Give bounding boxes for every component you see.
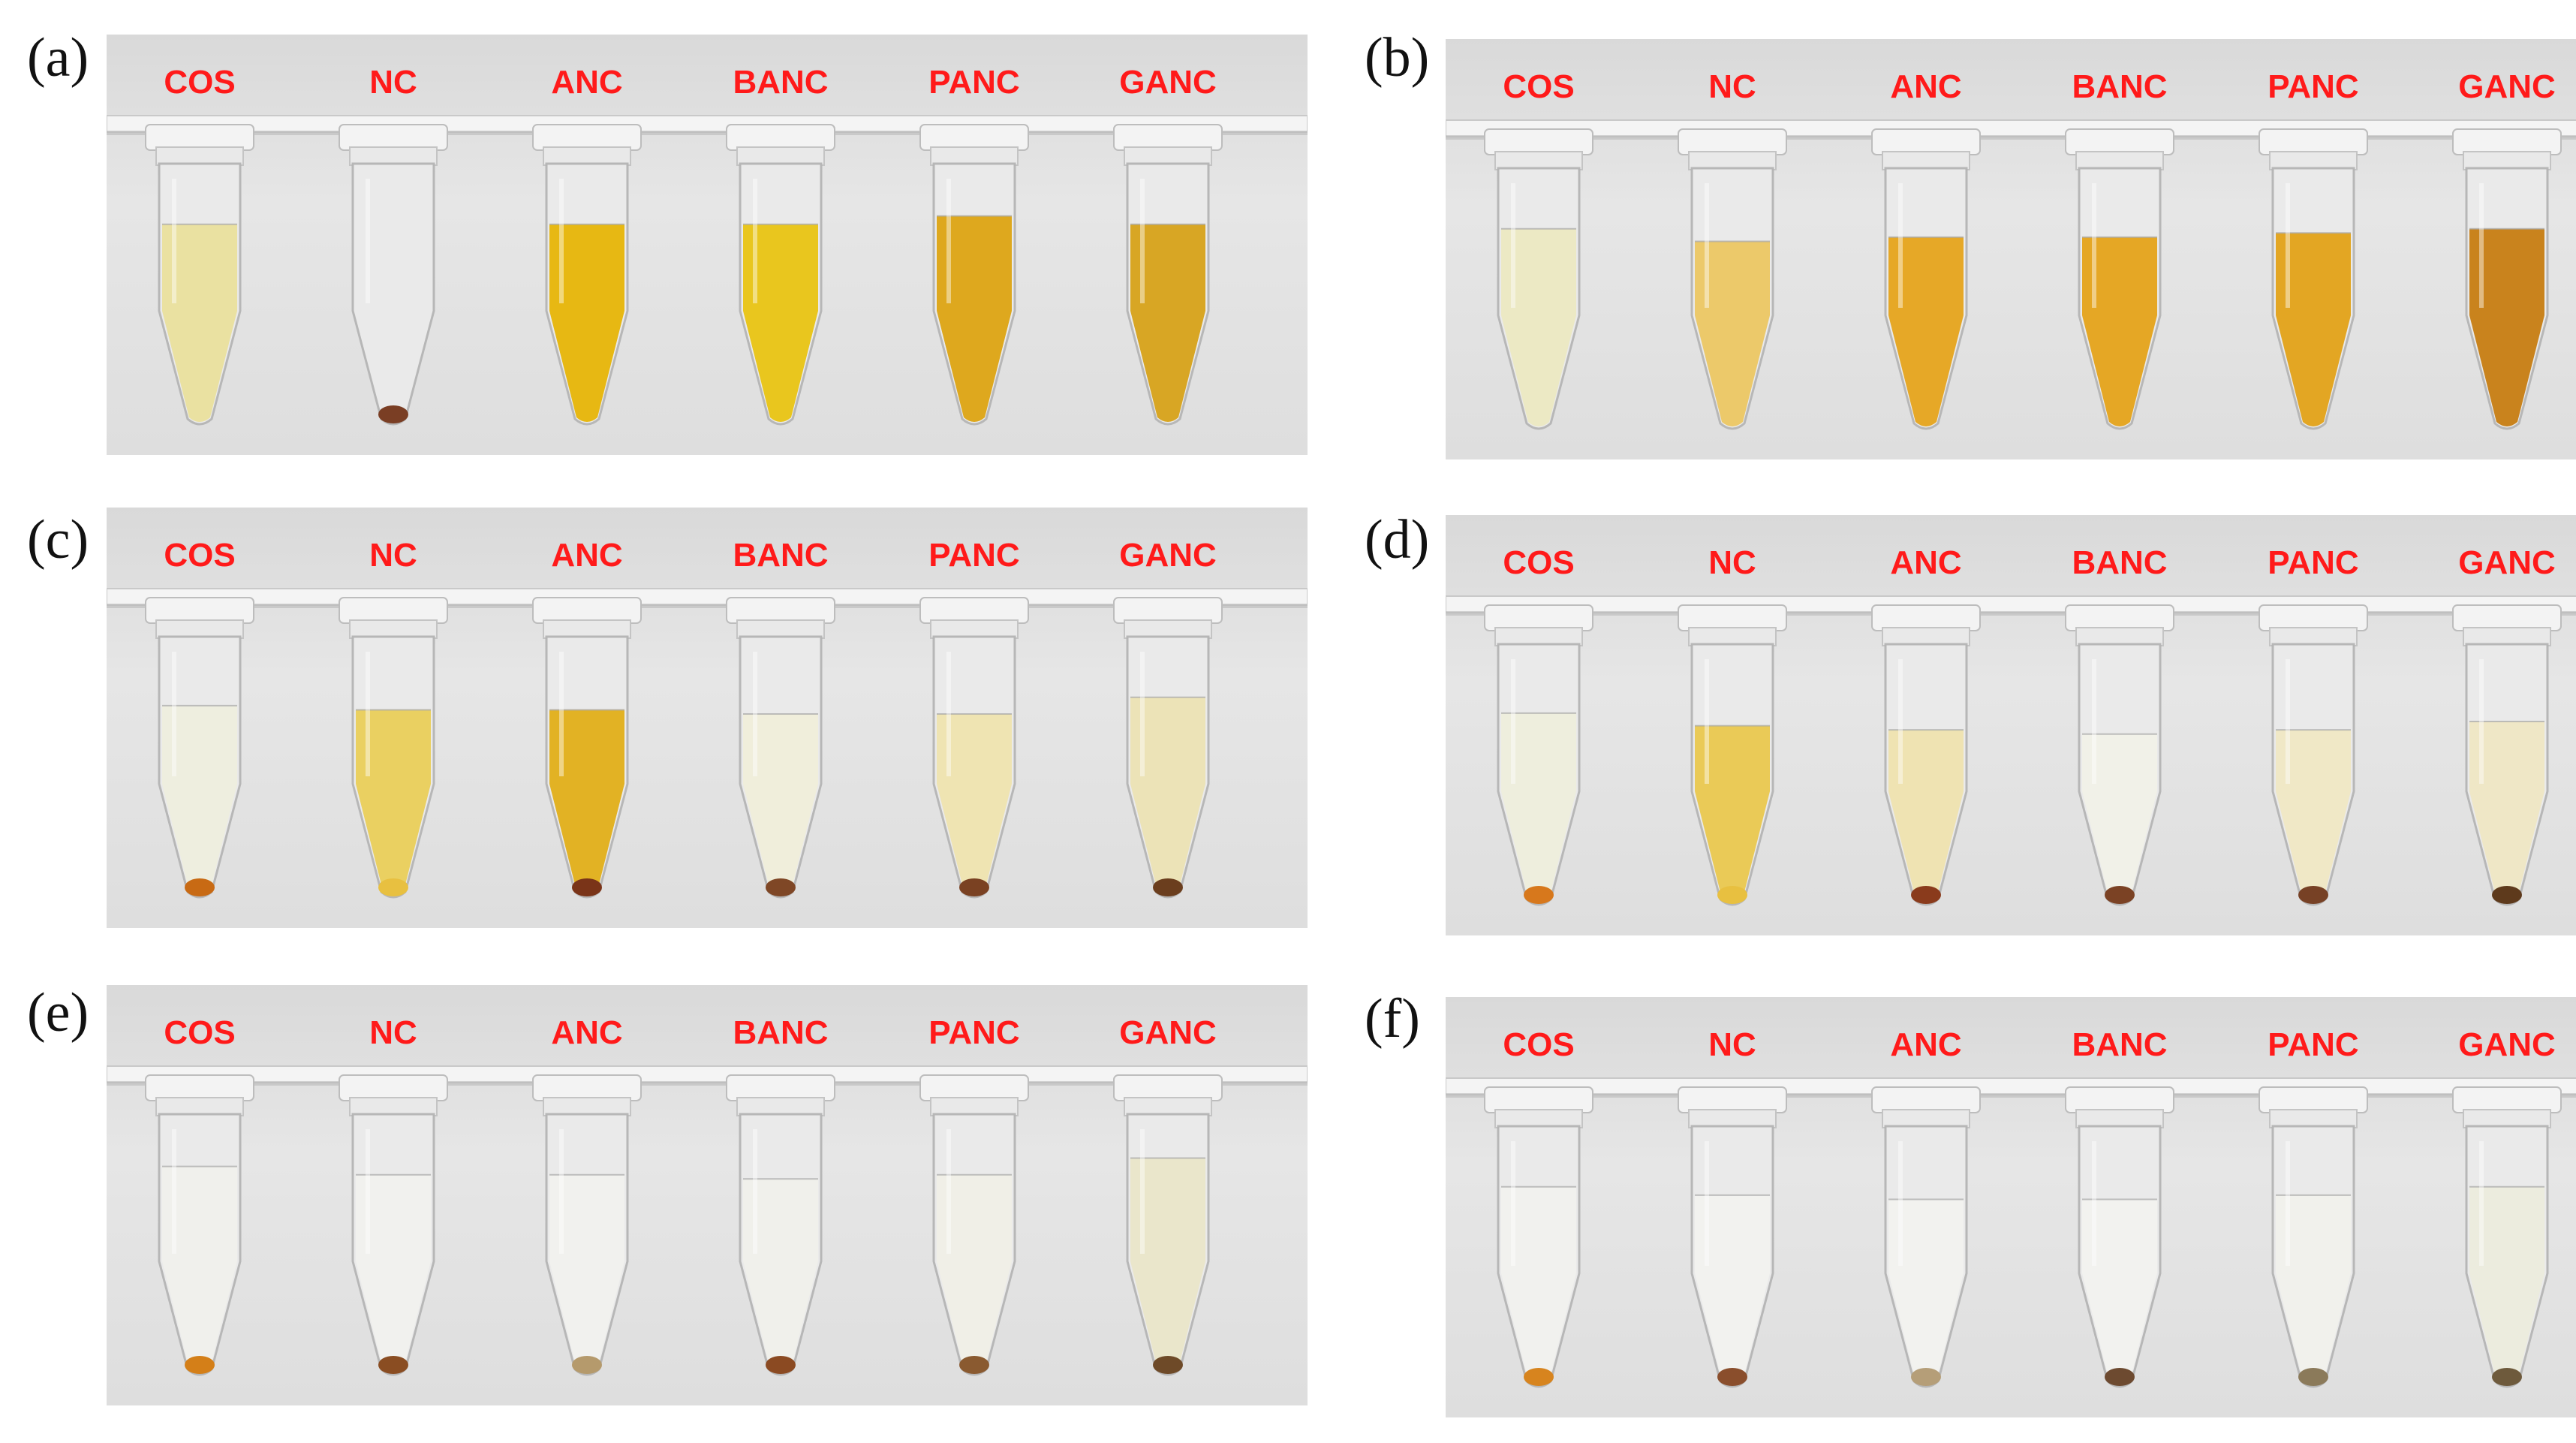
sample-label: NC	[1708, 1026, 1756, 1063]
tube-photo: COS NC ANC BANC PANC GANC	[1446, 39, 2576, 459]
tube: BANC	[2065, 544, 2174, 906]
panel-letter: (a)	[27, 27, 89, 89]
tube-photo-drawing: COS NC ANC BANC PANC GANC	[107, 64, 1308, 426]
sample-label: BANC	[2072, 68, 2167, 105]
sample-label: NC	[369, 64, 417, 101]
tube: COS	[1484, 1026, 1593, 1388]
sample-label: BANC	[2072, 1026, 2167, 1063]
tube-photo-drawing: COS NC ANC BANC PANC GANC	[107, 1014, 1308, 1376]
sample-label: ANC	[1890, 544, 1961, 581]
tube: GANC	[1113, 537, 1223, 899]
sample-label: BANC	[733, 64, 828, 101]
tube: GANC	[2452, 544, 2562, 906]
tube: PANC	[919, 537, 1029, 899]
tube: COS	[145, 1014, 254, 1376]
tube: PANC	[2259, 68, 2368, 430]
sample-label: PANC	[928, 537, 1019, 574]
tube: PANC	[2259, 1026, 2368, 1388]
sample-label: GANC	[1119, 64, 1217, 101]
tube: COS	[1484, 68, 1593, 430]
tube: COS	[1484, 544, 1593, 906]
tube: NC	[1678, 544, 1787, 906]
tube: PANC	[919, 64, 1029, 426]
tube: ANC	[532, 1014, 642, 1376]
tube: NC	[339, 537, 448, 899]
sample-label: COS	[1503, 1026, 1574, 1063]
sample-label: PANC	[2268, 544, 2358, 581]
tube: BANC	[2065, 68, 2174, 430]
tube: PANC	[919, 1014, 1029, 1376]
sample-label: GANC	[1119, 537, 1217, 574]
panel-letter: (e)	[27, 982, 89, 1044]
tube: BANC	[726, 537, 835, 899]
tube: ANC	[1871, 1026, 1981, 1388]
tube-photo-drawing: COS NC ANC BANC PANC GANC	[1446, 68, 2576, 430]
tube: GANC	[1113, 64, 1223, 426]
sample-label: NC	[1708, 544, 1756, 581]
sample-label: GANC	[2458, 544, 2556, 581]
sample-label: COS	[164, 1014, 235, 1051]
tube: NC	[1678, 68, 1787, 430]
sample-label: NC	[1708, 68, 1756, 105]
sample-label: COS	[1503, 544, 1574, 581]
tube-photo: COS NC ANC BANC PANC GANC	[107, 508, 1308, 928]
sample-label: ANC	[551, 64, 622, 101]
tube: GANC	[1113, 1014, 1223, 1376]
sample-label: ANC	[1890, 68, 1961, 105]
sample-label: PANC	[2268, 1026, 2358, 1063]
sample-label: PANC	[2268, 68, 2358, 105]
tube: NC	[1678, 1026, 1787, 1388]
sample-label: PANC	[928, 64, 1019, 101]
sample-label: BANC	[733, 1014, 828, 1051]
tube-photo-drawing: COS NC ANC BANC PANC GANC	[107, 537, 1308, 899]
sample-label: COS	[1503, 68, 1574, 105]
tube: GANC	[2452, 68, 2562, 430]
sample-label: COS	[164, 64, 235, 101]
sample-label: NC	[369, 537, 417, 574]
sample-label: ANC	[551, 1014, 622, 1051]
tube-photo-drawing: COS NC ANC BANC PANC GANC	[1446, 544, 2576, 906]
sample-label: GANC	[2458, 68, 2556, 105]
tube: COS	[145, 64, 254, 426]
panel-letter: (d)	[1365, 509, 1430, 571]
tube: ANC	[532, 537, 642, 899]
tube: ANC	[1871, 68, 1981, 430]
tube: NC	[339, 1014, 448, 1376]
tube: BANC	[726, 64, 835, 426]
tube: BANC	[726, 1014, 835, 1376]
tube: ANC	[1871, 544, 1981, 906]
sample-label: GANC	[1119, 1014, 1217, 1051]
tube: GANC	[2452, 1026, 2562, 1388]
tube-photo: COS NC ANC BANC PANC GANC	[1446, 997, 2576, 1417]
tube-photo: COS NC ANC BANC PANC GANC	[107, 985, 1308, 1405]
tube: NC	[339, 64, 448, 426]
tube: BANC	[2065, 1026, 2174, 1388]
sample-label: NC	[369, 1014, 417, 1051]
sample-label: GANC	[2458, 1026, 2556, 1063]
sample-label: BANC	[733, 537, 828, 574]
tube: PANC	[2259, 544, 2368, 906]
tube-photo: COS NC ANC BANC PANC GANC	[107, 35, 1308, 455]
panel-letter: (b)	[1365, 27, 1430, 89]
tube-photo: COS NC ANC BANC PANC GANC	[1446, 515, 2576, 935]
tube-photo-drawing: COS NC ANC BANC PANC GANC	[1446, 1026, 2576, 1388]
panel-letter: (f)	[1365, 988, 1420, 1050]
tube: COS	[145, 537, 254, 899]
sample-label: BANC	[2072, 544, 2167, 581]
tube: ANC	[532, 64, 642, 426]
sample-label: PANC	[928, 1014, 1019, 1051]
sample-label: ANC	[551, 537, 622, 574]
sample-label: ANC	[1890, 1026, 1961, 1063]
sample-label: COS	[164, 537, 235, 574]
panel-letter: (c)	[27, 509, 89, 571]
